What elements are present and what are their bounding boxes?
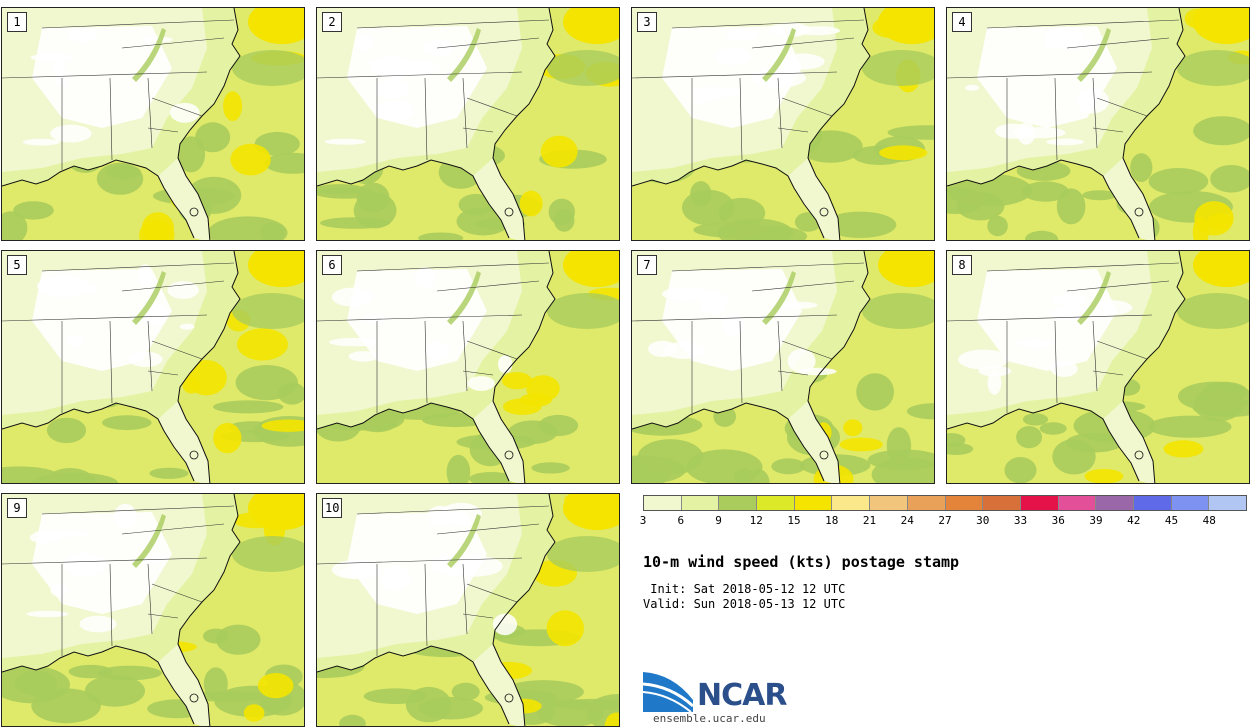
colorbar-swatch xyxy=(870,496,908,510)
colorbar-tick-label: 15 xyxy=(787,514,801,527)
ncar-swoosh-icon xyxy=(642,672,695,713)
colorbar-ticks: 3 6 9 12 15 18 21 24 27 30 33 36 39 42 45 48 xyxy=(639,514,1247,530)
member-number-label: 5 xyxy=(7,255,27,275)
colorbar-swatch xyxy=(681,496,720,510)
colorbar-swatch xyxy=(1058,496,1097,510)
ensemble-member-panel: 3 xyxy=(631,7,935,241)
ensemble-member-panel: 7 xyxy=(631,250,935,484)
member-number-label: 7 xyxy=(637,255,657,275)
colorbar-tick-label: 6 xyxy=(677,514,685,527)
colorbar-swatch xyxy=(1209,496,1246,510)
colorbar-swatch xyxy=(832,496,871,510)
colorbar-swatch xyxy=(1171,496,1210,510)
ensemble-member-panel: 1 xyxy=(1,7,305,241)
colorbar-tick-label: 18 xyxy=(825,514,839,527)
member-number-label: 4 xyxy=(952,12,972,32)
valid-time: Valid: Sun 2018-05-13 12 UTC xyxy=(643,597,846,611)
colorbar-tick-label: 27 xyxy=(938,514,952,527)
colorbar-swatch xyxy=(907,496,946,510)
init-time: Init: Sat 2018-05-12 12 UTC xyxy=(643,582,846,596)
ensemble-member-panel: 5 xyxy=(1,250,305,484)
colorbar xyxy=(643,495,1247,511)
wind-speed-map xyxy=(2,8,304,240)
colorbar-swatch xyxy=(983,496,1021,510)
colorbar-tick-label: 24 xyxy=(900,514,914,527)
colorbar-tick-label: 33 xyxy=(1013,514,1028,527)
ensemble-member-panel: 4 xyxy=(946,7,1250,241)
member-number-label: 10 xyxy=(322,498,343,518)
ensemble-member-panel: 10 xyxy=(316,493,620,727)
colorbar-swatch xyxy=(794,496,833,510)
logo-wordmark: NCAR xyxy=(697,678,787,713)
colorbar-tick-label: 9 xyxy=(715,514,722,527)
wind-speed-map xyxy=(2,251,304,483)
colorbar-tick-label: 36 xyxy=(1051,514,1065,527)
colorbar-swatch xyxy=(1020,496,1059,510)
wind-speed-map xyxy=(632,8,934,240)
member-number-label: 1 xyxy=(7,12,27,32)
colorbar-swatch xyxy=(1133,496,1172,510)
colorbar-swatch xyxy=(757,496,795,510)
colorbar-swatch xyxy=(719,496,758,510)
wind-speed-map xyxy=(317,494,619,726)
colorbar-tick-label: 48 xyxy=(1202,514,1216,527)
member-number-label: 8 xyxy=(952,255,972,275)
colorbar-swatch xyxy=(945,496,984,510)
colorbar-tick-label: 30 xyxy=(976,514,990,527)
wind-speed-map xyxy=(317,251,619,483)
wind-speed-map xyxy=(947,8,1249,240)
wind-speed-map xyxy=(2,494,304,726)
colorbar-tick-label: 42 xyxy=(1127,514,1141,527)
ncar-logo: NCAR ensemble.ucar.edu xyxy=(642,672,793,725)
colorbar-tick-label: 3 xyxy=(639,514,647,527)
colorbar-tick-label: 12 xyxy=(749,514,763,527)
ensemble-member-panel: 2 xyxy=(316,7,620,241)
colorbar-swatch xyxy=(644,496,682,510)
ensemble-member-panel: 6 xyxy=(316,250,620,484)
member-number-label: 6 xyxy=(322,255,342,275)
colorbar-tick-label: 21 xyxy=(862,514,877,527)
member-number-label: 2 xyxy=(322,12,342,32)
wind-speed-map xyxy=(317,8,619,240)
wind-speed-map xyxy=(947,251,1249,483)
colorbar-swatch xyxy=(1096,496,1134,510)
ensemble-member-panel: 9 xyxy=(1,493,305,727)
member-number-label: 9 xyxy=(7,498,27,518)
chart-title: 10-m wind speed (kts) postage stamp xyxy=(643,553,960,571)
ensemble-member-panel: 8 xyxy=(946,250,1250,484)
colorbar-tick-label: 45 xyxy=(1164,514,1179,527)
wind-speed-map xyxy=(632,251,934,483)
colorbar-tick-label: 39 xyxy=(1089,514,1103,527)
member-number-label: 3 xyxy=(637,12,657,32)
logo-url[interactable]: ensemble.ucar.edu xyxy=(653,712,766,725)
